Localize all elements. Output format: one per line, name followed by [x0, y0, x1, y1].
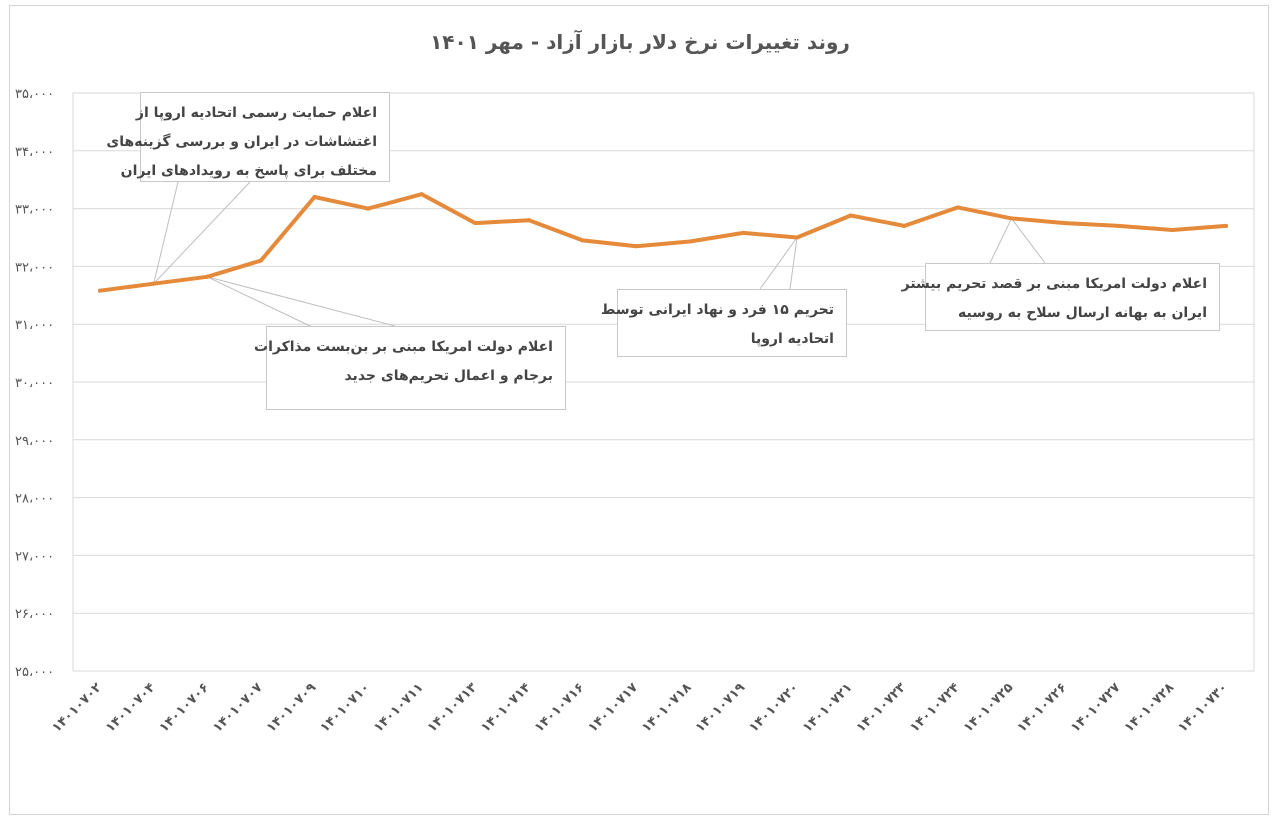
data-point — [795, 235, 800, 240]
data-point — [687, 239, 692, 244]
data-point — [205, 274, 210, 279]
x-tick-label: ۱۴۰۱۰۷۲۵ — [961, 680, 1017, 736]
x-tick-label: ۱۴۰۱۰۷۱۹ — [693, 680, 749, 736]
x-tick-label: ۱۴۰۱۰۷۰۲ — [49, 680, 105, 736]
data-point — [526, 218, 531, 223]
data-point — [902, 223, 907, 228]
series-line — [98, 192, 1228, 293]
x-tick-label: ۱۴۰۱۰۷۱۰ — [317, 680, 372, 735]
annotation-line: اعلام دولت امریکا مبنی بر بن‌بست مذاکرات — [254, 339, 553, 355]
data-point — [1224, 223, 1228, 228]
annotation-leader-line — [153, 181, 179, 284]
x-tick-label: ۱۴۰۱۰۷۲۰ — [746, 680, 801, 735]
data-point — [473, 221, 478, 226]
annotation-line: تحریم ۱۵ فرد و نهاد ایرانی توسط — [600, 302, 834, 318]
x-tick-label: ۱۴۰۱۰۷۱۷ — [586, 680, 642, 736]
data-point — [634, 244, 639, 249]
y-tick-label: ۳۵،۰۰۰ — [15, 87, 54, 102]
annotation-leader-line — [989, 218, 1012, 264]
x-tick-label: ۱۴۰۱۰۷۰۶ — [157, 680, 212, 735]
annotation-leader-line — [207, 276, 311, 327]
annotation-leader-line — [153, 181, 251, 285]
x-tick-label: ۱۴۰۱۰۷۲۷ — [1068, 680, 1124, 736]
data-point — [741, 230, 746, 235]
x-tick-label: ۱۴۰۱۰۷۰۹ — [264, 680, 320, 736]
y-tick-label: ۳۳،۰۰۰ — [15, 203, 54, 218]
data-point — [955, 205, 960, 210]
x-tick-label: ۱۴۰۱۰۷۰۷ — [210, 680, 266, 736]
x-tick-label: ۱۴۰۱۰۷۲۴ — [907, 680, 963, 736]
annotation-us-more-sanctions: اعلام دولت امریکا مبنی بر قصد تحریم بیشت… — [901, 263, 1220, 331]
annotation-leader-line — [1011, 218, 1046, 264]
x-tick-label: ۱۴۰۱۰۷۲۸ — [1122, 680, 1178, 736]
y-tick-label: ۳۰،۰۰۰ — [15, 376, 54, 391]
x-tick-label: ۱۴۰۱۰۷۱۸ — [639, 680, 695, 736]
y-tick-label: ۲۹،۰۰۰ — [15, 434, 54, 449]
data-point — [98, 288, 102, 293]
data-point — [366, 206, 371, 211]
data-point — [580, 238, 585, 243]
x-tick-label: ۱۴۰۱۰۷۳۰ — [1175, 680, 1230, 735]
data-point — [1009, 216, 1014, 221]
x-tick-label: ۱۴۰۱۰۷۲۱ — [800, 680, 855, 735]
data-point — [1116, 223, 1121, 228]
y-tick-label: ۳۱،۰۰۰ — [15, 318, 54, 333]
x-tick-label: ۱۴۰۱۰۷۱۶ — [532, 680, 587, 735]
annotation-line: اعلام حمایت رسمی اتحادیه اروپا از — [135, 105, 377, 121]
annotation-line: اغتشاشات در ایران و بررسی گزینه‌های — [106, 134, 377, 150]
y-tick-label: ۲۸،۰۰۰ — [15, 492, 54, 507]
y-tick-label: ۳۴،۰۰۰ — [15, 145, 54, 160]
y-tick-label: ۲۶،۰۰۰ — [15, 607, 54, 622]
annotation-line: اتحادیه اروپا — [750, 331, 834, 347]
data-point — [151, 281, 156, 286]
y-tick-label: ۲۵،۰۰۰ — [15, 665, 54, 680]
x-tick-label: ۱۴۰۱۰۷۱۳ — [425, 680, 481, 736]
y-tick-label: ۳۲،۰۰۰ — [15, 260, 54, 275]
chart-title: روند تغییرات نرخ دلار بازار آزاد - مهر ۱… — [430, 30, 850, 54]
x-tick-label: ۱۴۰۱۰۷۲۶ — [1014, 680, 1069, 735]
x-tick-label: ۱۴۰۱۰۷۰۴ — [103, 680, 159, 736]
annotation-line: مختلف برای پاسخ به رویدادهای ایران — [120, 163, 377, 179]
data-point — [419, 192, 424, 197]
annotation-line: ایران به بهانه ارسال سلاح به روسیه — [957, 305, 1207, 321]
annotation-eu-sanctions: تحریم ۱۵ فرد و نهاد ایرانی توسط اتحادیه … — [600, 289, 847, 357]
data-point — [848, 213, 853, 218]
annotation-leader-line — [759, 237, 798, 290]
data-point — [1170, 227, 1175, 232]
data-point — [258, 258, 263, 263]
annotation-leader-line — [207, 276, 396, 327]
annotation-eu-support: اعلام حمایت رسمی اتحادیه اروپا از اغتشاش… — [106, 92, 390, 182]
annotation-line: اعلام دولت امریکا مبنی بر قصد تحریم بیشت… — [901, 276, 1207, 292]
x-tick-label: ۱۴۰۱۰۷۲۳ — [854, 680, 910, 736]
data-point — [312, 195, 317, 200]
x-tick-label: ۱۴۰۱۰۷۱۴ — [478, 680, 534, 736]
annotation-line: برجام و اعمال تحریم‌های جدید — [344, 368, 553, 384]
x-tick-label: ۱۴۰۱۰۷۱۱ — [371, 680, 426, 735]
annotation-jcpoa-deadlock: اعلام دولت امریکا مبنی بر بن‌بست مذاکرات… — [254, 326, 566, 410]
y-tick-label: ۲۷،۰۰۰ — [15, 549, 54, 564]
annotation-leader-line — [789, 237, 798, 290]
data-point — [1063, 221, 1068, 226]
